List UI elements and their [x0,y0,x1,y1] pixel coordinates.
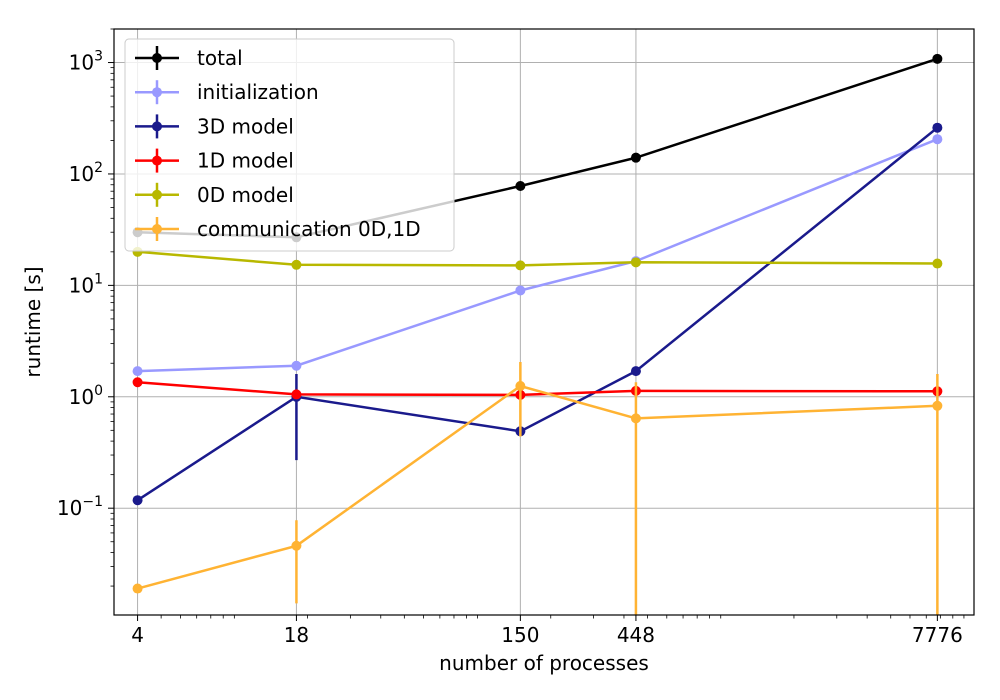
tick-layer: 4 18 150 448 7776 10−1 100 101 102 103 [57,28,965,647]
legend-label: total [197,46,243,70]
x-tick-label: 150 [501,623,539,647]
y-tick-label: 103 [69,49,103,75]
data-point [932,134,943,145]
series-communication-0d-1d [132,362,943,615]
data-point [515,285,526,296]
x-tick-label: 448 [617,623,655,647]
legend-swatch-marker [152,53,162,63]
legend-item: 3D model [135,114,294,139]
data-point [132,495,143,506]
data-point [515,180,526,191]
legend-label: 0D model [197,183,294,207]
plot-frame [113,28,975,616]
data-point [291,540,302,551]
legend-label: 3D model [197,114,294,138]
y-axis-label: runtime [s] [21,266,45,377]
x-tick-label: 4 [131,623,144,647]
legend-item: 0D model [135,182,294,207]
data-point [630,257,641,268]
data-point [630,413,641,424]
legend-swatch-marker [152,121,162,132]
y-tick-label: 102 [69,160,103,186]
data-point [291,259,302,270]
x-tick-label: 7776 [912,623,963,647]
data-point [932,258,943,269]
legend-item: 1D model [135,148,294,173]
data-point [932,122,943,133]
series-0d-model [132,246,943,271]
data-point [630,152,641,163]
data-point [132,583,143,594]
data-point [630,366,641,377]
data-point [932,400,943,411]
legend-swatch-marker [152,155,162,166]
series-line [137,384,938,590]
x-axis-label: number of processes [439,651,649,675]
series-line [137,381,938,397]
legend-label: initialization [197,80,319,104]
legend-item: communication 0D,1D [135,217,421,241]
legend-swatch-marker [152,189,162,200]
data-point [132,366,143,377]
data-point [515,380,526,391]
legend-item: total [135,46,243,70]
y-tick-label: 101 [69,271,103,297]
legend-swatch-marker [152,224,162,234]
data-point [291,360,302,371]
legend-item: initialization [135,80,319,105]
legend-box [124,38,455,252]
legend-label: 1D model [197,149,294,173]
series-line [137,250,938,267]
y-tick-label: 100 [69,383,103,409]
data-point [515,260,526,271]
legend-label: communication 0D,1D [197,217,421,241]
y-tick-label: 10−1 [57,494,103,520]
data-point [932,53,943,64]
legend-swatch-marker [152,87,162,98]
data-point [291,389,302,400]
data-point [132,377,143,388]
legend: total initialization 3D model 1D model 0D mo… [124,38,455,252]
x-tick-label: 18 [284,623,309,647]
